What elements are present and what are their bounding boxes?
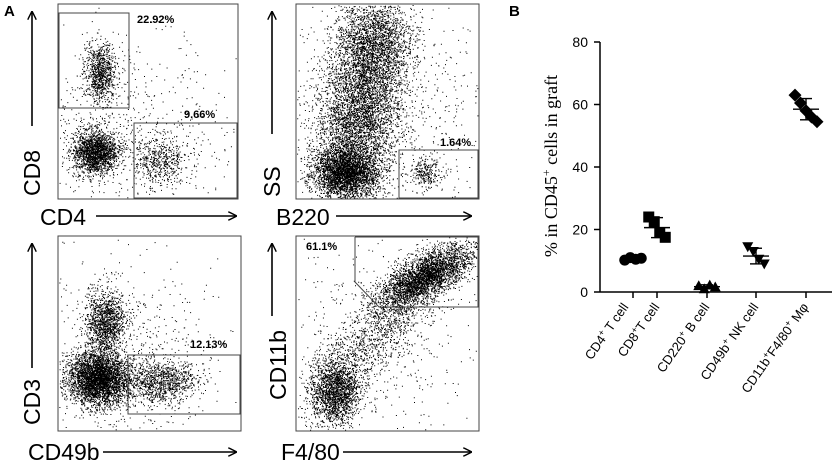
event-cloud [59,7,237,199]
panel-b-letter: B [509,3,520,20]
x-axis-label: CD4 [40,204,86,230]
flow-plot-f480-cd11b: 61.1% F4/80 CD11b [265,235,480,465]
plot-frame [295,3,480,200]
event-dots [59,7,237,199]
data-point-triangle-down [758,259,770,270]
data-point-square [648,216,660,228]
gate-cd49b [127,354,241,415]
y-axis-title: % in CD45+ cells in graft [539,75,561,257]
data-point-triangle-down [742,242,754,253]
data-point-diamond [810,115,824,129]
gate-label: 9.66% [184,109,215,121]
event-cloud [298,237,479,431]
gate-label: 12.13% [190,339,228,351]
gate-cd4 [133,122,238,199]
data-point-square [659,231,671,243]
y-axis-label: CD3 [19,379,45,425]
y-tick-label: 80 [572,34,588,50]
plot-frame [295,235,480,432]
data-point-diamond [794,96,807,110]
y-axis-label: CD11b [265,330,291,400]
plot-frame [57,235,242,432]
data-points [619,88,824,294]
gate-cd8 [58,12,130,109]
event-dots [59,239,237,431]
data-point-triangle-up [693,280,705,291]
flow-plot-cd49b-cd3: 12.13% CD49b CD3 [19,235,242,465]
event-dots [298,237,479,431]
y-tick-label: 60 [572,97,588,113]
panel-a-letter: A [4,3,15,20]
event-cloud [59,239,237,431]
gate-label: 61.1% [306,241,337,253]
event-cloud [297,5,479,199]
y-tick-label: 40 [572,159,588,175]
y-tick-label: 0 [580,284,588,300]
x-axis-label: CD49b [28,439,100,465]
flow-plot-b220-ss: 1.64% B220 SS [259,3,480,230]
gate-b220 [398,149,479,199]
gate-label: 1.64% [440,137,471,149]
y-ticks: 0 20 40 60 80 [572,34,600,300]
y-tick-label: 20 [572,222,588,238]
x-ticks [632,292,807,298]
y-axis-label: SS [259,166,285,197]
event-dots [297,5,479,199]
x-axis-label: F4/80 [281,439,340,465]
mean-sd-bars [620,97,819,290]
y-axis-label: CD8 [19,150,45,196]
plot-frame [57,3,239,200]
flow-plot-cd4-cd8: 22.92% 9.66% CD4 CD8 [19,3,239,230]
gate-cd11b-f480 [354,236,479,308]
gate-label: 22.92% [137,14,175,26]
data-point-diamond [788,88,802,102]
x-axis-label: B220 [276,204,330,230]
